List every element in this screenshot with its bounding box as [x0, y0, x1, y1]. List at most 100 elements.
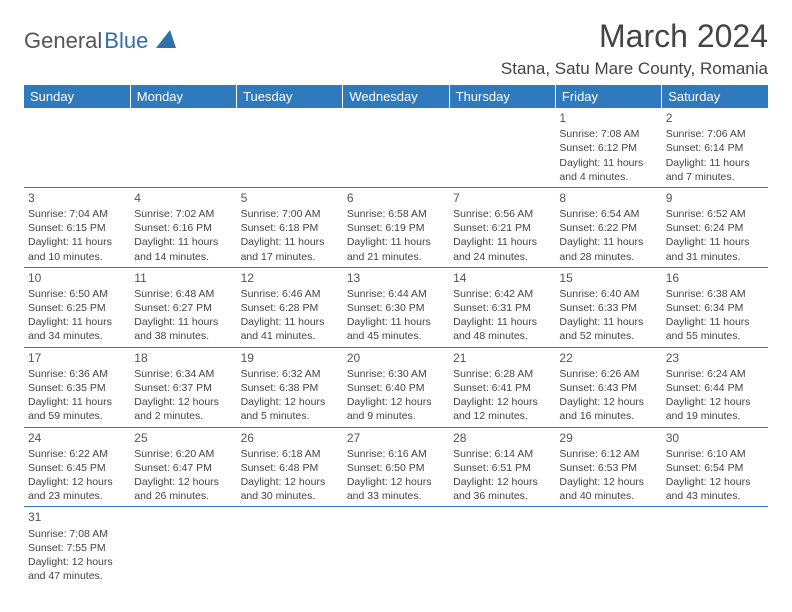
- day-number: 5: [241, 190, 339, 206]
- calendar-day-cell: 12Sunrise: 6:46 AMSunset: 6:28 PMDayligh…: [237, 267, 343, 347]
- calendar-day-cell: 24Sunrise: 6:22 AMSunset: 6:45 PMDayligh…: [24, 427, 130, 507]
- weekday-header: Wednesday: [343, 85, 449, 108]
- calendar-day-cell: [662, 507, 768, 586]
- sunrise-text: Sunrise: 6:28 AM: [453, 367, 551, 381]
- sunrise-text: Sunrise: 7:08 AM: [559, 127, 657, 141]
- sunrise-text: Sunrise: 6:24 AM: [666, 367, 764, 381]
- calendar-day-cell: 29Sunrise: 6:12 AMSunset: 6:53 PMDayligh…: [555, 427, 661, 507]
- sunset-text: Sunset: 7:55 PM: [28, 541, 126, 555]
- sunset-text: Sunset: 6:15 PM: [28, 221, 126, 235]
- daylight-text: Daylight: 11 hours and 24 minutes.: [453, 235, 551, 263]
- daylight-text: Daylight: 11 hours and 41 minutes.: [241, 315, 339, 343]
- daylight-text: Daylight: 11 hours and 10 minutes.: [28, 235, 126, 263]
- sunset-text: Sunset: 6:14 PM: [666, 141, 764, 155]
- sunset-text: Sunset: 6:30 PM: [347, 301, 445, 315]
- calendar-day-cell: 3Sunrise: 7:04 AMSunset: 6:15 PMDaylight…: [24, 187, 130, 267]
- calendar-day-cell: 22Sunrise: 6:26 AMSunset: 6:43 PMDayligh…: [555, 347, 661, 427]
- day-number: 2: [666, 110, 764, 126]
- sunrise-text: Sunrise: 6:22 AM: [28, 447, 126, 461]
- sunrise-text: Sunrise: 6:56 AM: [453, 207, 551, 221]
- day-number: 29: [559, 430, 657, 446]
- daylight-text: Daylight: 11 hours and 34 minutes.: [28, 315, 126, 343]
- weekday-header: Tuesday: [237, 85, 343, 108]
- logo-sail-icon: [156, 30, 176, 48]
- day-number: 14: [453, 270, 551, 286]
- calendar-day-cell: 28Sunrise: 6:14 AMSunset: 6:51 PMDayligh…: [449, 427, 555, 507]
- logo-text-blue: Blue: [104, 28, 176, 54]
- weekday-header: Saturday: [662, 85, 768, 108]
- calendar-day-cell: [130, 507, 236, 586]
- calendar-day-cell: [449, 507, 555, 586]
- calendar-day-cell: [237, 507, 343, 586]
- daylight-text: Daylight: 11 hours and 59 minutes.: [28, 395, 126, 423]
- day-number: 19: [241, 350, 339, 366]
- sunset-text: Sunset: 6:45 PM: [28, 461, 126, 475]
- sunrise-text: Sunrise: 7:04 AM: [28, 207, 126, 221]
- daylight-text: Daylight: 11 hours and 48 minutes.: [453, 315, 551, 343]
- day-number: 7: [453, 190, 551, 206]
- sunset-text: Sunset: 6:27 PM: [134, 301, 232, 315]
- sunrise-text: Sunrise: 6:12 AM: [559, 447, 657, 461]
- sunset-text: Sunset: 6:53 PM: [559, 461, 657, 475]
- calendar-day-cell: 6Sunrise: 6:58 AMSunset: 6:19 PMDaylight…: [343, 187, 449, 267]
- sunrise-text: Sunrise: 6:18 AM: [241, 447, 339, 461]
- daylight-text: Daylight: 11 hours and 38 minutes.: [134, 315, 232, 343]
- day-number: 9: [666, 190, 764, 206]
- header: General Blue March 2024 Stana, Satu Mare…: [24, 18, 768, 79]
- day-number: 22: [559, 350, 657, 366]
- calendar-day-cell: 25Sunrise: 6:20 AMSunset: 6:47 PMDayligh…: [130, 427, 236, 507]
- sunset-text: Sunset: 6:19 PM: [347, 221, 445, 235]
- location-text: Stana, Satu Mare County, Romania: [501, 59, 768, 79]
- calendar-day-cell: [130, 108, 236, 187]
- calendar-week-row: 10Sunrise: 6:50 AMSunset: 6:25 PMDayligh…: [24, 267, 768, 347]
- daylight-text: Daylight: 12 hours and 47 minutes.: [28, 555, 126, 583]
- calendar-day-cell: 4Sunrise: 7:02 AMSunset: 6:16 PMDaylight…: [130, 187, 236, 267]
- sunrise-text: Sunrise: 7:08 AM: [28, 527, 126, 541]
- calendar-day-cell: 14Sunrise: 6:42 AMSunset: 6:31 PMDayligh…: [449, 267, 555, 347]
- calendar-week-row: 31Sunrise: 7:08 AMSunset: 7:55 PMDayligh…: [24, 507, 768, 586]
- calendar-day-cell: [24, 108, 130, 187]
- sunset-text: Sunset: 6:34 PM: [666, 301, 764, 315]
- calendar-week-row: 24Sunrise: 6:22 AMSunset: 6:45 PMDayligh…: [24, 427, 768, 507]
- daylight-text: Daylight: 12 hours and 26 minutes.: [134, 475, 232, 503]
- sunrise-text: Sunrise: 6:34 AM: [134, 367, 232, 381]
- day-number: 20: [347, 350, 445, 366]
- calendar-day-cell: 16Sunrise: 6:38 AMSunset: 6:34 PMDayligh…: [662, 267, 768, 347]
- daylight-text: Daylight: 12 hours and 36 minutes.: [453, 475, 551, 503]
- sunset-text: Sunset: 6:18 PM: [241, 221, 339, 235]
- calendar-day-cell: 11Sunrise: 6:48 AMSunset: 6:27 PMDayligh…: [130, 267, 236, 347]
- day-number: 26: [241, 430, 339, 446]
- sunset-text: Sunset: 6:25 PM: [28, 301, 126, 315]
- sunrise-text: Sunrise: 6:58 AM: [347, 207, 445, 221]
- day-number: 30: [666, 430, 764, 446]
- sunset-text: Sunset: 6:50 PM: [347, 461, 445, 475]
- sunset-text: Sunset: 6:37 PM: [134, 381, 232, 395]
- day-number: 8: [559, 190, 657, 206]
- sunset-text: Sunset: 6:16 PM: [134, 221, 232, 235]
- calendar-day-cell: 15Sunrise: 6:40 AMSunset: 6:33 PMDayligh…: [555, 267, 661, 347]
- day-number: 6: [347, 190, 445, 206]
- day-number: 17: [28, 350, 126, 366]
- sunrise-text: Sunrise: 6:48 AM: [134, 287, 232, 301]
- sunrise-text: Sunrise: 6:46 AM: [241, 287, 339, 301]
- weekday-header: Monday: [130, 85, 236, 108]
- calendar-week-row: 17Sunrise: 6:36 AMSunset: 6:35 PMDayligh…: [24, 347, 768, 427]
- day-number: 18: [134, 350, 232, 366]
- month-title: March 2024: [501, 18, 768, 55]
- calendar-day-cell: 27Sunrise: 6:16 AMSunset: 6:50 PMDayligh…: [343, 427, 449, 507]
- calendar-day-cell: 10Sunrise: 6:50 AMSunset: 6:25 PMDayligh…: [24, 267, 130, 347]
- daylight-text: Daylight: 11 hours and 55 minutes.: [666, 315, 764, 343]
- daylight-text: Daylight: 12 hours and 43 minutes.: [666, 475, 764, 503]
- weekday-header: Friday: [555, 85, 661, 108]
- day-number: 4: [134, 190, 232, 206]
- calendar-day-cell: 8Sunrise: 6:54 AMSunset: 6:22 PMDaylight…: [555, 187, 661, 267]
- daylight-text: Daylight: 11 hours and 14 minutes.: [134, 235, 232, 263]
- daylight-text: Daylight: 12 hours and 23 minutes.: [28, 475, 126, 503]
- calendar-week-row: 1Sunrise: 7:08 AMSunset: 6:12 PMDaylight…: [24, 108, 768, 187]
- sunrise-text: Sunrise: 6:50 AM: [28, 287, 126, 301]
- sunset-text: Sunset: 6:40 PM: [347, 381, 445, 395]
- calendar-day-cell: 2Sunrise: 7:06 AMSunset: 6:14 PMDaylight…: [662, 108, 768, 187]
- logo-text-general: General: [24, 28, 102, 54]
- day-number: 10: [28, 270, 126, 286]
- calendar-day-cell: 18Sunrise: 6:34 AMSunset: 6:37 PMDayligh…: [130, 347, 236, 427]
